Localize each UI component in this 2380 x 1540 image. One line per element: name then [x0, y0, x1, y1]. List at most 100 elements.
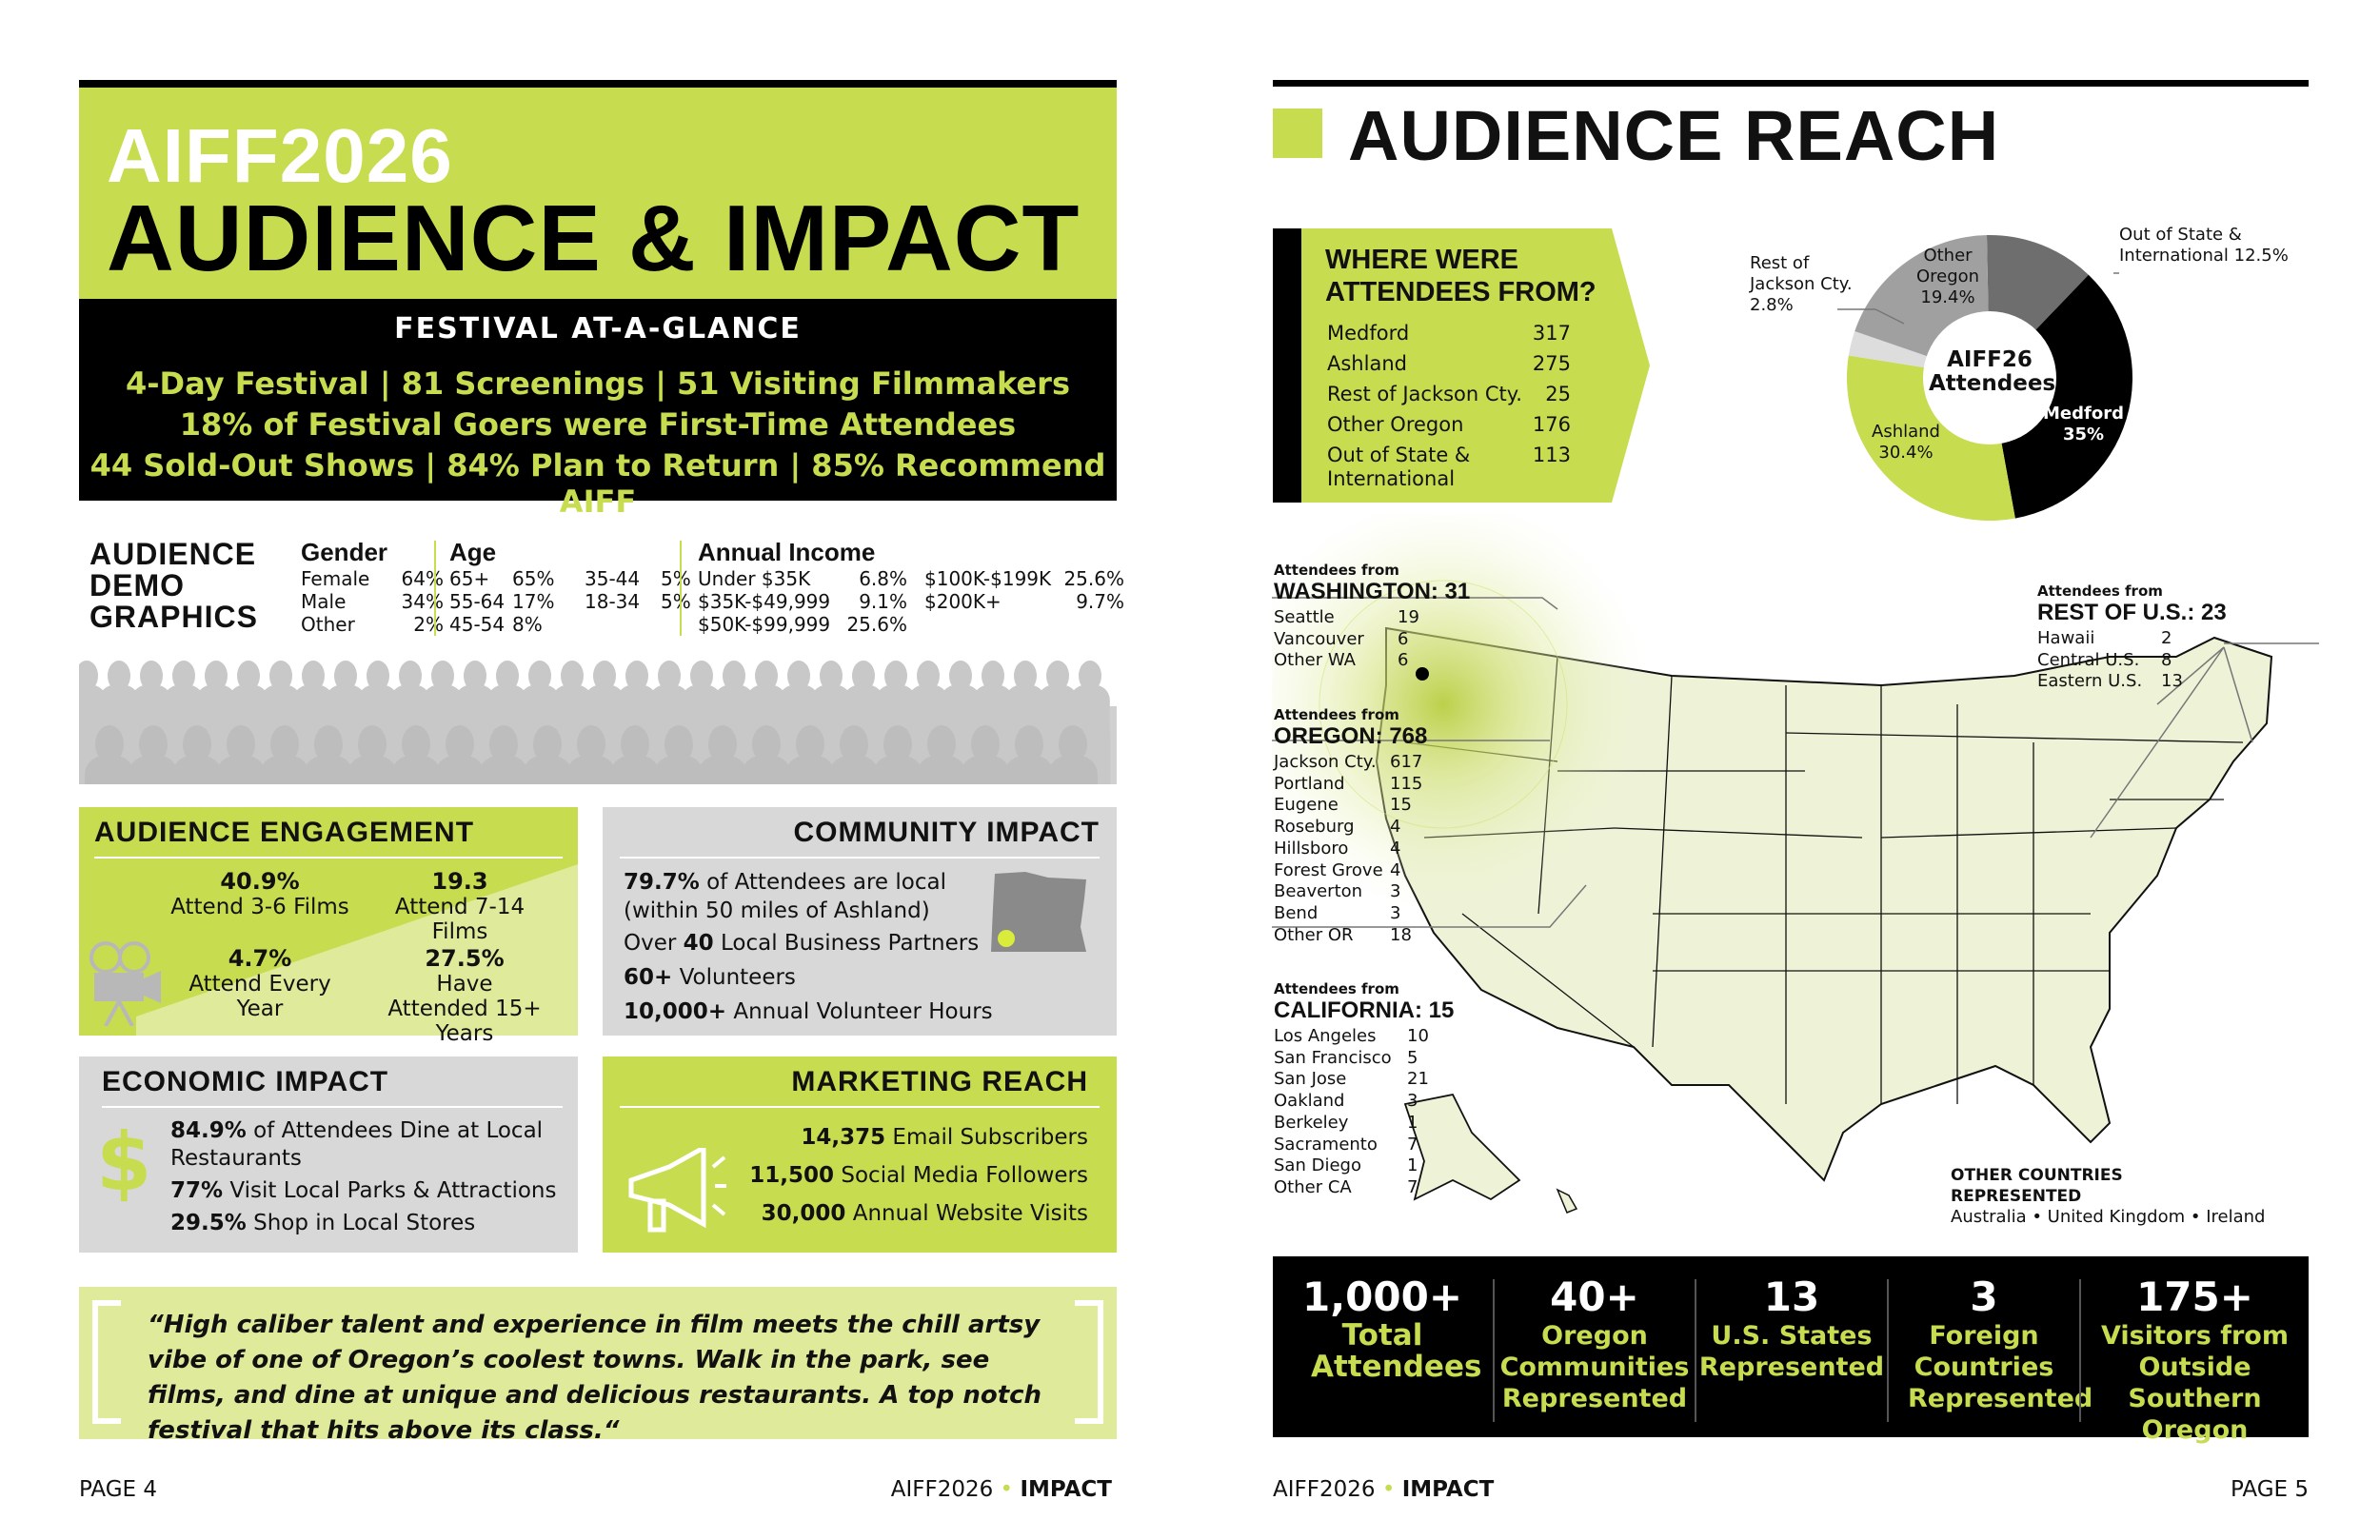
- income-value: 25.6%: [1063, 567, 1124, 590]
- attendees-pie-chart: [1847, 235, 2132, 521]
- income-label: $200K+: [924, 590, 1002, 613]
- alaska: [1403, 1093, 1521, 1201]
- economic-stores: 29.5% Shop in Local Stores: [170, 1211, 476, 1235]
- glance-line-2: 18% of Festival Goers were First-Time At…: [179, 406, 1017, 443]
- economic-parks: 77% Visit Local Parks & Attractions: [170, 1178, 557, 1203]
- pie-center-hole: [1923, 311, 2056, 444]
- where-from-table: Medford 317 Ashland 275 Rest of Jackson Ct…: [1327, 318, 1571, 491]
- income-value: 25.6%: [846, 613, 907, 636]
- california-block: Attendees from CALIFORNIA: 15 Los Angele…: [1274, 980, 1455, 1197]
- income-group: Annual Income Under $35K 6.8% $100K-$199K 2…: [698, 538, 1124, 636]
- age-label: 45-54: [449, 613, 506, 636]
- economic-dine: 84.9% of Attendees Dine at Local Restaur…: [170, 1118, 544, 1171]
- washington-block: Attendees from WASHINGTON: 31 Seattle 19 …: [1274, 562, 1471, 671]
- bracket-right: [1075, 1300, 1103, 1424]
- stat-divider: [2079, 1279, 2081, 1422]
- ashland-glow: [1272, 514, 1653, 914]
- age-title: Age: [449, 538, 497, 566]
- engagement-title: AUDIENCE ENGAGEMENT: [94, 817, 475, 848]
- community-hours: 10,000+ Annual Volunteer Hours: [624, 999, 993, 1024]
- pie-label-rest-jackson: Rest of Jackson Cty. 2.8%: [1750, 253, 1853, 315]
- megaphone-icon: [628, 1148, 726, 1233]
- gender-label: Other: [301, 613, 355, 636]
- marketing-title: MARKETING REACH: [791, 1066, 1088, 1097]
- engagement-box: AUDIENCE ENGAGEMENT 40.9% Attend 3-6 Fil…: [79, 807, 578, 1046]
- age-value: 5%: [661, 590, 691, 613]
- pie-label-ashland: Ashland 30.4%: [1872, 422, 1940, 463]
- footer-brand-right: AIFF2026 • IMPACT: [1273, 1477, 1495, 1502]
- testimonial-box: “High caliber talent and experience in f…: [79, 1287, 1117, 1445]
- stat-total-attendees: 1,000+ Total Attendees: [1301, 1273, 1482, 1384]
- where-from-panel: [1273, 228, 1650, 503]
- other-countries-list: Australia • United Kingdom • Ireland: [1951, 1207, 2266, 1227]
- title-band: [79, 88, 1117, 299]
- gender-value: 64%: [401, 567, 444, 590]
- state-borders: [1404, 656, 2244, 1104]
- top-rule: [1273, 80, 2309, 87]
- bracket-left: [92, 1300, 121, 1424]
- gender-value: 2%: [413, 613, 444, 636]
- pie-slice-medford: [1990, 274, 2132, 519]
- income-label: $50K-$99,999: [698, 613, 831, 636]
- marketing-email: 14,375 Email Subscribers: [801, 1125, 1088, 1150]
- oregon-title: OREGON: 768: [1274, 723, 1428, 749]
- demographics-heading: AUDIENCE DEMO GRAPHICS: [89, 539, 258, 633]
- community-volunteers: 60+ Volunteers: [624, 965, 796, 990]
- page-number-right: PAGE 5: [2230, 1477, 2309, 1502]
- hawaii: [1556, 1188, 1578, 1214]
- marketing-box: MARKETING REACH 14,375 Email Subscribers…: [603, 1056, 1117, 1253]
- stat-divider: [1887, 1279, 1889, 1422]
- age-label: 65+: [449, 567, 490, 590]
- stat-divider: [1695, 1279, 1696, 1422]
- gender-group: Gender Female 64% Male 34% Other 2%: [301, 538, 444, 636]
- oregon-block: Attendees from OREGON: 768 Jackson Cty. 6…: [1274, 706, 1428, 945]
- stat-every-year: 4.7% Attend Every Year: [188, 945, 331, 1021]
- pie-leader-lines: [1837, 272, 2119, 325]
- where-row: Ashland 275: [1327, 352, 1571, 375]
- economic-box: ECONOMIC IMPACT $ 84.9% of Attendees Din…: [79, 1056, 578, 1253]
- stat-films-3-6: 40.9% Attend 3-6 Films: [170, 868, 349, 919]
- glance-title: FESTIVAL AT-A-GLANCE: [394, 312, 802, 346]
- testimonial-quote: “High caliber talent and experience in f…: [148, 1311, 1042, 1445]
- demo-heading-line: AUDIENCE: [89, 537, 257, 571]
- stat-divider: [1493, 1279, 1495, 1422]
- pie-label-other-oregon: Other Oregon 19.4%: [1915, 246, 1980, 307]
- income-value: 9.1%: [859, 590, 907, 613]
- age-label: 55-64: [449, 590, 506, 613]
- age-value: 5%: [661, 567, 691, 590]
- income-value: 9.7%: [1076, 590, 1124, 613]
- other-countries-title: OTHER COUNTRIES REPRESENTED: [1951, 1166, 2123, 1206]
- where-row: Other Oregon 176: [1327, 413, 1571, 436]
- income-title: Annual Income: [698, 538, 876, 566]
- economic-title: ECONOMIC IMPACT: [102, 1066, 389, 1097]
- stat-15-years: 27.5% Have Attended 15+ Years: [387, 945, 542, 1046]
- where-row: Rest of Jackson Cty. 25: [1327, 383, 1571, 405]
- marketing-social: 11,500 Social Media Followers: [749, 1163, 1088, 1188]
- divider: [680, 541, 682, 636]
- rest-us-title: REST OF U.S.: 23: [2037, 600, 2227, 625]
- glance-line-3: 44 Sold-Out Shows | 84% Plan to Return |…: [89, 447, 1106, 520]
- footer-brand-left: AIFF2026 • IMPACT: [890, 1477, 1112, 1502]
- stat-foreign-countries: 3 Foreign Countries Represented: [1908, 1273, 2093, 1413]
- age-label: 18-34: [585, 590, 641, 613]
- age-value: 8%: [512, 613, 543, 636]
- rest-us-block: Attendees from REST OF U.S.: 23 Hawaii 2 …: [2037, 582, 2227, 692]
- demo-heading-line: GRAPHICS: [89, 600, 258, 634]
- map-leader-lines: [1272, 597, 2319, 928]
- age-value: 17%: [512, 590, 555, 613]
- income-value: 6.8%: [859, 567, 907, 590]
- gender-title: Gender: [301, 538, 388, 566]
- ashland-dot: [1416, 667, 1429, 681]
- demo-heading-line: DEMO: [89, 568, 185, 602]
- pie-label-medford: Medford 35%: [2043, 404, 2124, 444]
- pie-center-label: AIFF26 Attendees: [1929, 347, 2056, 396]
- page-title: AUDIENCE & IMPACT: [107, 186, 1081, 290]
- income-label: $100K-$199K: [924, 567, 1052, 590]
- stat-outside-visitors: 175+ Visitors from Outside Southern Orego…: [2101, 1273, 2289, 1445]
- divider: [434, 541, 436, 636]
- stat-us-states: 13 U.S. States Represented: [1698, 1273, 1885, 1382]
- gender-value: 34%: [401, 590, 444, 613]
- reach-title: AUDIENCE REACH: [1348, 96, 2000, 175]
- projector-beam: [136, 864, 578, 1036]
- stat-oregon-communities: 40+ Oregon Communities Represented: [1499, 1273, 1690, 1413]
